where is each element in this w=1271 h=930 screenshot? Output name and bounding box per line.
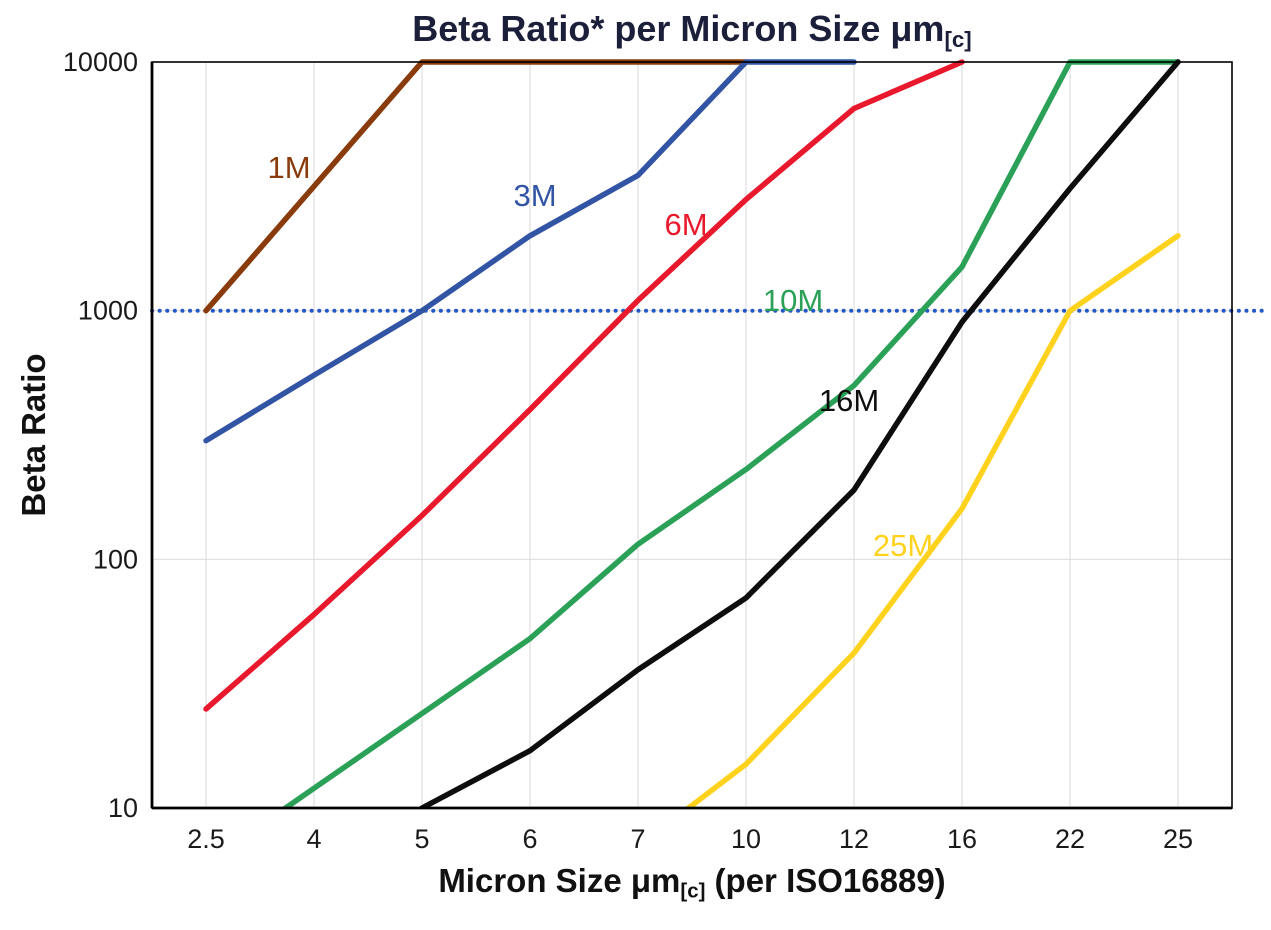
x-tick-label: 4 [306,824,321,854]
series-label-16M: 16M [819,383,879,418]
x-tick-label: 16 [947,824,977,854]
x-tick-label: 7 [630,824,645,854]
series-label-6M: 6M [664,207,707,242]
series-label-3M: 3M [513,178,556,213]
x-axis-title: Micron Size μm[c] (per ISO16889) [152,862,1232,904]
series-label-10M: 10M [763,283,823,318]
series-line-25M [682,233,1181,809]
y-tick-label: 10 [108,793,138,823]
x-tick-label: 6 [522,824,537,854]
series-line-16M [419,59,1181,809]
x-tick-label: 5 [414,824,429,854]
x-axis-title-pre: Micron Size [438,862,631,899]
x-tick-label: 22 [1055,824,1085,854]
chart-title-main: Beta Ratio* per Micron Size [412,8,891,49]
series-label-25M: 25M [873,528,933,563]
y-tick-label: 1000 [78,296,138,326]
chart-title: Beta Ratio* per Micron Size μm[c] [152,8,1232,53]
x-axis-title-post: (per ISO16889) [705,862,946,899]
series-line-10M [279,59,1181,809]
x-tick-label: 2.5 [187,824,225,854]
chart-title-subscript: [c] [944,27,972,53]
chart-title-unit: μm [890,8,945,49]
y-tick-label: 10000 [63,47,138,77]
x-tick-label: 12 [839,824,869,854]
x-tick-label: 10 [731,824,761,854]
x-axis-title-subscript: [c] [680,879,706,903]
x-axis-title-unit: μm [630,862,681,899]
series-line-6M [203,59,965,712]
series-label-1M: 1M [267,150,310,185]
y-tick-label: 100 [93,544,138,574]
x-tick-label: 25 [1163,824,1193,854]
